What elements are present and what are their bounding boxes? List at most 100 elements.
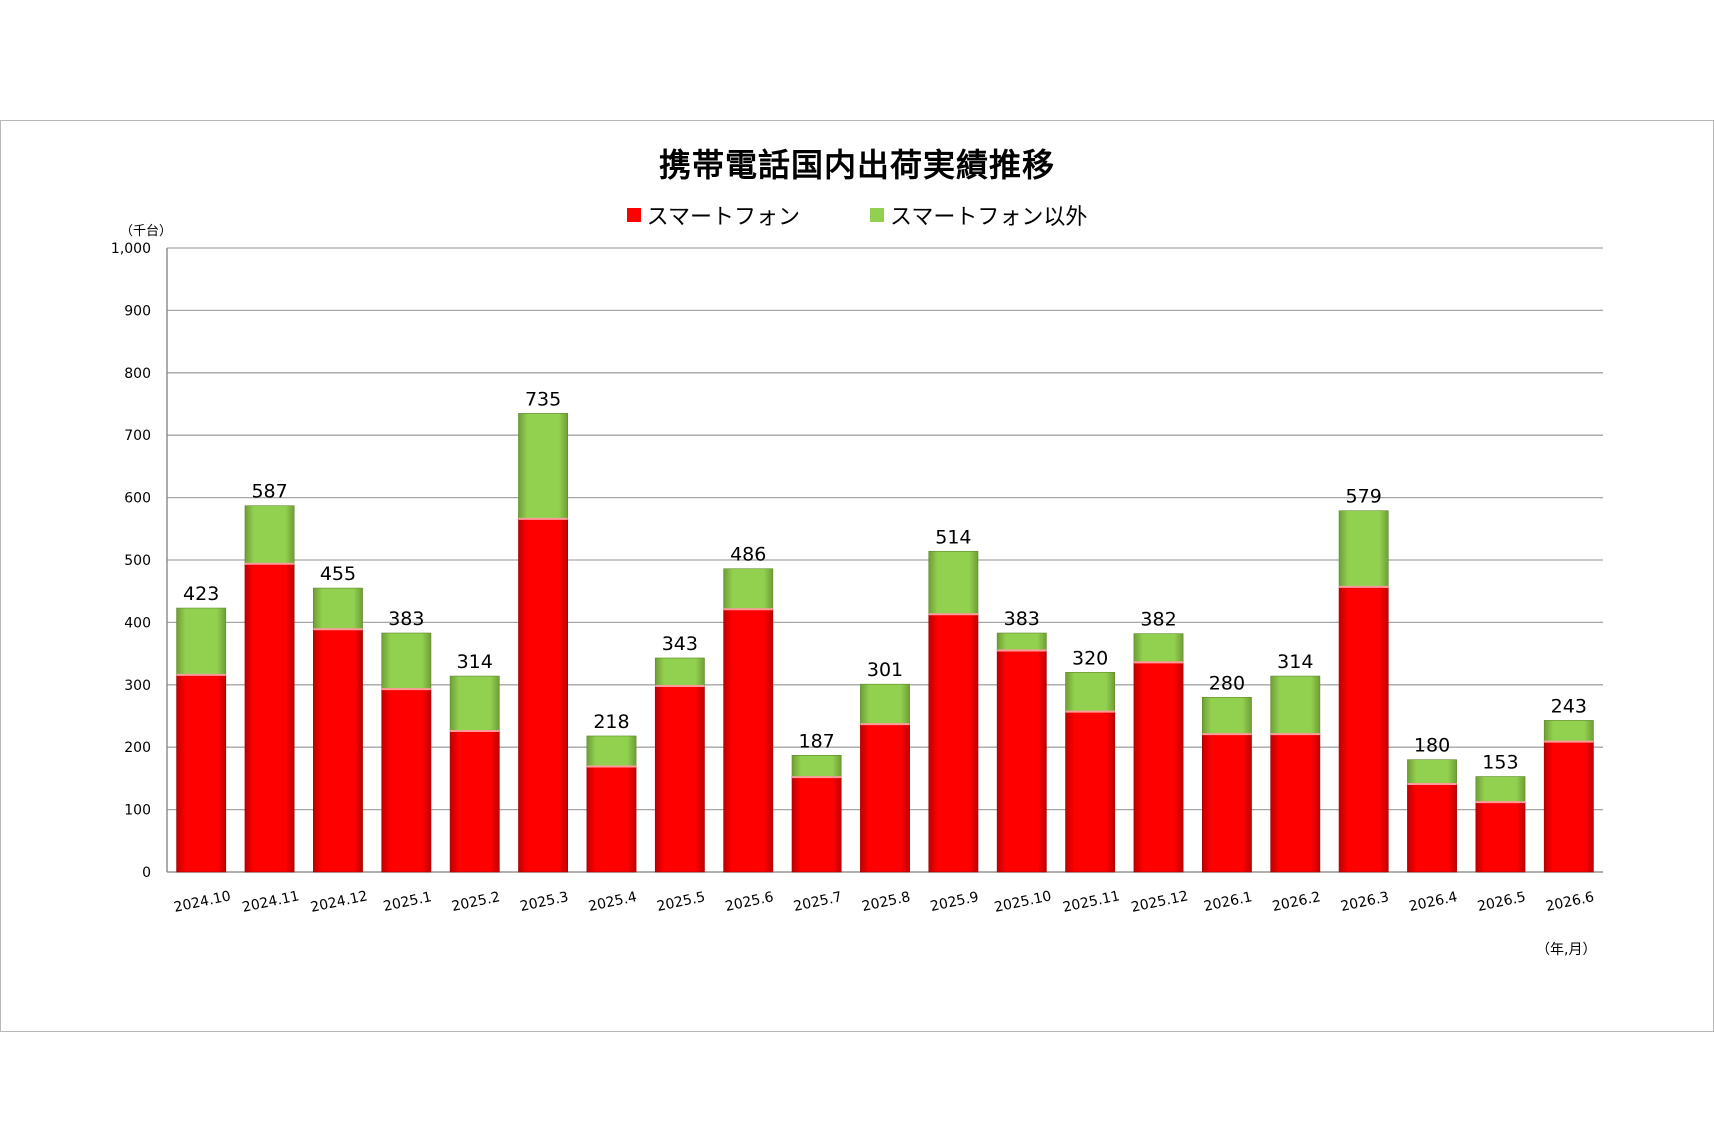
bar-other bbox=[381, 632, 432, 690]
bar-smartphone bbox=[860, 723, 910, 873]
bar-smartphone bbox=[1338, 586, 1389, 873]
total-label: 514 bbox=[935, 526, 971, 548]
bar-other bbox=[1475, 776, 1526, 803]
x-tick-label: 2025.8 bbox=[861, 889, 912, 915]
x-tick-label: 2025.9 bbox=[929, 889, 980, 915]
total-label: 343 bbox=[662, 633, 698, 655]
bar-other bbox=[518, 413, 569, 520]
x-tick-label: 2026.5 bbox=[1476, 889, 1527, 915]
bar-other bbox=[654, 657, 705, 687]
bar-smartphone bbox=[244, 563, 295, 873]
total-label: 280 bbox=[1209, 672, 1245, 694]
bar-smartphone bbox=[996, 650, 1047, 873]
total-label: 735 bbox=[525, 388, 561, 410]
bar-smartphone bbox=[1065, 711, 1116, 873]
bar-other bbox=[586, 735, 637, 767]
bar-other bbox=[1407, 759, 1457, 785]
total-label: 383 bbox=[388, 608, 424, 630]
legend: スマートフォン スマートフォン以外 bbox=[0, 199, 1714, 231]
total-label: 243 bbox=[1551, 695, 1587, 717]
x-tick-label: 2026.3 bbox=[1339, 889, 1390, 915]
x-tick-label: 2025.10 bbox=[993, 888, 1053, 916]
total-label: 187 bbox=[798, 730, 834, 752]
bar-other bbox=[1543, 720, 1594, 742]
y-tick-label: 300 bbox=[124, 678, 151, 694]
y-tick-label: 700 bbox=[124, 428, 151, 444]
bar-smartphone bbox=[654, 685, 705, 873]
total-label: 455 bbox=[320, 563, 356, 585]
total-label: 180 bbox=[1414, 735, 1450, 757]
legend-item-smartphone: スマートフォン bbox=[626, 199, 800, 231]
x-tick-label: 2024.10 bbox=[172, 888, 232, 916]
legend-label-smartphone: スマートフォン bbox=[646, 205, 800, 230]
bar-other bbox=[791, 755, 842, 778]
x-tick-label: 2026.1 bbox=[1202, 889, 1253, 915]
total-label: 314 bbox=[1277, 651, 1313, 673]
x-tick-label: 2026.2 bbox=[1271, 889, 1322, 915]
x-tick-label: 2025.4 bbox=[587, 889, 638, 915]
bar-smartphone bbox=[723, 608, 774, 873]
bar-smartphone bbox=[1407, 783, 1457, 873]
bar-smartphone bbox=[1201, 733, 1252, 873]
total-label: 382 bbox=[1140, 609, 1176, 631]
total-label: 383 bbox=[1004, 608, 1040, 630]
bar-smartphone bbox=[1270, 733, 1321, 873]
x-tick-label: 2026.4 bbox=[1408, 889, 1459, 915]
x-tick-label: 2024.11 bbox=[241, 888, 301, 916]
y-tick-label: 0 bbox=[142, 865, 151, 881]
legend-label-other: スマートフォン以外 bbox=[890, 205, 1088, 230]
legend-item-other: スマートフォン以外 bbox=[870, 199, 1087, 231]
bar-smartphone bbox=[381, 688, 432, 873]
y-tick-label: 1,000 bbox=[111, 241, 151, 257]
total-label: 218 bbox=[593, 711, 629, 733]
bar-smartphone bbox=[449, 730, 500, 873]
total-label: 153 bbox=[1482, 752, 1518, 774]
bar-other bbox=[244, 505, 295, 565]
bar-other bbox=[1338, 510, 1389, 588]
x-tick-label: 2025.2 bbox=[450, 889, 501, 915]
bar-other bbox=[1065, 672, 1116, 712]
bar-smartphone bbox=[518, 518, 569, 873]
bar-other bbox=[928, 550, 979, 615]
bar-smartphone bbox=[928, 613, 979, 873]
chart-title: 携帯電話国内出荷実績推移 bbox=[658, 146, 1055, 184]
bar-other bbox=[1133, 633, 1184, 663]
bar-smartphone bbox=[1543, 741, 1594, 873]
bar-smartphone bbox=[791, 776, 842, 873]
total-label: 579 bbox=[1346, 486, 1382, 508]
bar-other bbox=[996, 632, 1047, 651]
y-tick-label: 400 bbox=[124, 615, 151, 631]
bar-smartphone bbox=[586, 766, 637, 873]
x-tick-label: 2025.3 bbox=[519, 889, 570, 915]
y-tick-label: 500 bbox=[124, 553, 151, 569]
total-label: 314 bbox=[457, 651, 493, 673]
legend-swatch-smartphone bbox=[626, 208, 641, 222]
bar-smartphone bbox=[1133, 662, 1184, 873]
y-tick-label: 100 bbox=[124, 803, 151, 819]
bar-other bbox=[860, 683, 910, 725]
y-axis-unit: （千台） bbox=[120, 224, 173, 239]
y-tick-label: 600 bbox=[124, 491, 151, 507]
total-label: 486 bbox=[730, 544, 766, 566]
total-label: 423 bbox=[183, 583, 219, 605]
bar-smartphone bbox=[313, 628, 363, 873]
y-tick-label: 200 bbox=[124, 740, 151, 756]
x-tick-label: 2025.5 bbox=[655, 889, 706, 915]
bar-other bbox=[176, 607, 227, 676]
x-tick-label: 2025.1 bbox=[382, 889, 433, 915]
x-tick-label: 2025.11 bbox=[1061, 888, 1121, 916]
total-label: 587 bbox=[251, 481, 287, 503]
bar-other bbox=[313, 587, 363, 630]
y-tick-label: 800 bbox=[124, 366, 151, 382]
x-tick-label: 2025.7 bbox=[792, 889, 843, 915]
bar-other bbox=[1201, 696, 1252, 735]
bar-other bbox=[449, 675, 500, 732]
x-axis-unit: （年,月） bbox=[1536, 942, 1597, 958]
total-label: 320 bbox=[1072, 647, 1108, 669]
legend-swatch-other bbox=[870, 208, 884, 222]
total-label: 301 bbox=[867, 659, 903, 681]
x-tick-label: 2024.12 bbox=[309, 888, 369, 916]
x-tick-label: 2026.6 bbox=[1544, 889, 1595, 915]
y-tick-label: 900 bbox=[124, 303, 151, 319]
